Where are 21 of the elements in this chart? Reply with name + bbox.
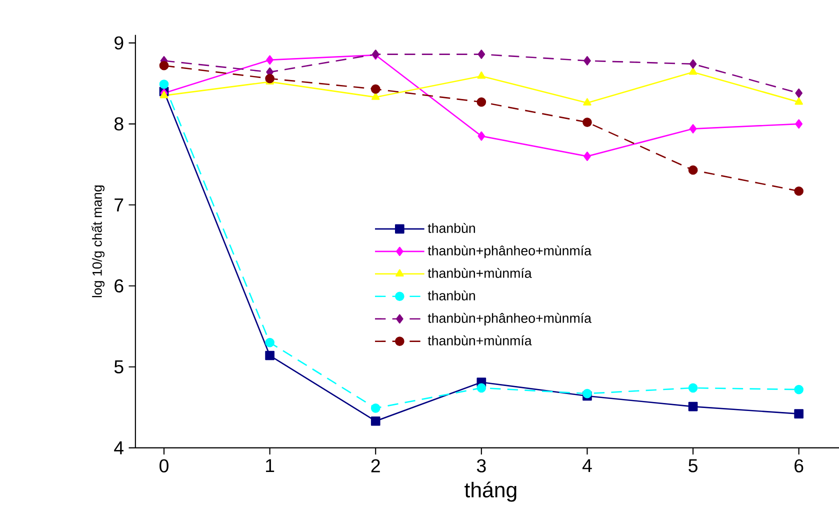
x-tick-label: 1	[266, 459, 274, 472]
y-tick-label: 8	[114, 117, 124, 131]
y-axis-title: log 10/g chất mang	[92, 186, 105, 298]
x-tick-label: 5	[688, 459, 698, 472]
x-tick-label: 3	[476, 459, 486, 472]
legend-label: thanbùn	[428, 223, 475, 233]
x-tick-label: 6	[794, 459, 804, 472]
y-tick-label: 9	[114, 36, 124, 50]
legend-label: thanbùn+mùnmía	[428, 335, 532, 346]
y-tick-label: 7	[114, 198, 124, 212]
y-tick-label: 4	[114, 441, 124, 454]
y-tick-label: 6	[114, 279, 124, 292]
legend-label: thanbùn+phânheo+mùnmía	[428, 312, 592, 326]
x-tick-label: 0	[160, 459, 168, 472]
legend-label: thanbùn	[428, 290, 475, 300]
y-tick-label: 5	[114, 360, 124, 374]
x-tick-label: 4	[582, 459, 592, 472]
legend-label: thanbùn+mùnmía	[428, 268, 532, 278]
x-axis-title: tháng	[464, 482, 516, 502]
legend-label: thanbùn+phânheo+mùnmía	[428, 245, 592, 258]
x-tick-label: 2	[371, 459, 380, 472]
